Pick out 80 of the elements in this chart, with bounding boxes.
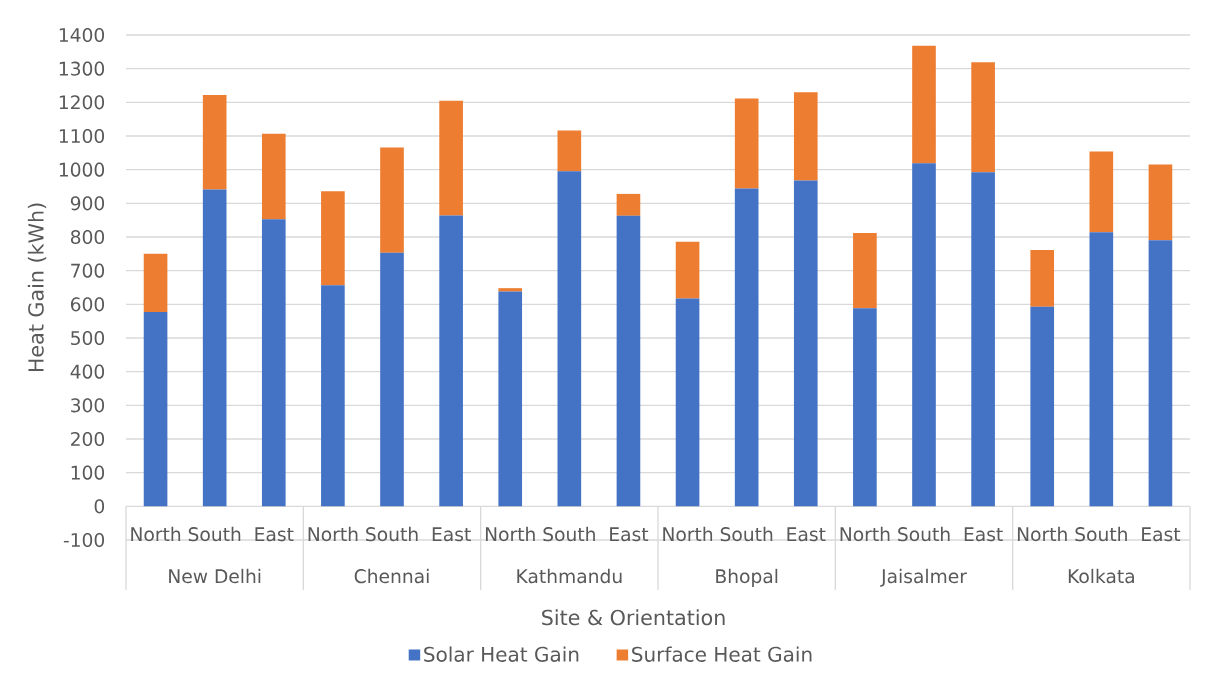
- text: Kolkata: [1068, 568, 1134, 584]
- bar: [793, 92, 818, 181]
- legend-label: Solar Heat Gain: [424, 646, 579, 662]
- bar: [498, 288, 523, 292]
- y-tick-label: 0: [94, 499, 105, 514]
- y-tick-label: 1200: [59, 95, 105, 110]
- y-tick-label: 1300: [59, 61, 105, 76]
- y-tick-label: 300: [71, 398, 105, 413]
- bar: [143, 312, 168, 507]
- x-tick-label: East: [964, 527, 1003, 542]
- bar: [439, 100, 463, 216]
- bar: [793, 180, 818, 507]
- bar: [1089, 232, 1114, 507]
- bar: [202, 94, 227, 190]
- bar: [557, 130, 582, 172]
- x-tick-label: North: [485, 526, 535, 542]
- text: Chennai: [354, 568, 429, 584]
- y-tick-label: 1100: [59, 128, 105, 144]
- x-tick-label: South: [188, 526, 241, 542]
- bar: [912, 45, 936, 164]
- y-tick-label: 200: [71, 431, 105, 447]
- y-tick-label: 800: [70, 229, 105, 245]
- x-tick-label: North: [663, 526, 713, 542]
- bar: [1148, 164, 1173, 241]
- bar: [321, 191, 345, 286]
- x-tick-label: North: [840, 526, 890, 542]
- bar: [1089, 151, 1114, 233]
- y-tick-label: -100: [63, 532, 105, 548]
- x-tick-label: South: [898, 526, 950, 542]
- bar: [616, 215, 641, 507]
- x-tick-label: South: [543, 526, 595, 542]
- bar: [734, 98, 759, 189]
- bar: [1030, 250, 1055, 307]
- x-tick-label: East: [255, 527, 294, 542]
- y-tick-label: 100: [71, 465, 105, 480]
- bar: [439, 215, 463, 507]
- bar: [971, 62, 995, 173]
- x-tick-label: North: [1017, 526, 1067, 542]
- bar: [675, 298, 700, 507]
- x-tick-label: East: [787, 527, 826, 542]
- bar: [1148, 240, 1173, 507]
- y-axis-title: Heat Gain (kWh): [27, 203, 47, 372]
- bar: [261, 133, 286, 220]
- y-tick-label: 500: [71, 330, 105, 346]
- x-axis-title: Site & Orientation: [542, 609, 725, 626]
- x-tick-label: North: [131, 526, 181, 542]
- bar: [261, 219, 286, 507]
- x-tick-label: South: [366, 526, 418, 542]
- text: New Delhi: [169, 568, 261, 584]
- bar: [853, 308, 877, 507]
- y-tick-label: 400: [70, 364, 105, 379]
- y-tick-label: 700: [71, 263, 105, 278]
- x-tick-label: South: [720, 526, 773, 542]
- y-tick-label: 900: [70, 196, 105, 211]
- text: Kathmandu: [517, 568, 622, 584]
- bar: [616, 193, 641, 216]
- bar: [912, 163, 936, 507]
- bar: [380, 252, 404, 507]
- legend-label: Surface Heat Gain: [632, 646, 812, 662]
- bar: [853, 232, 877, 309]
- y-tick-label: 1400: [59, 27, 105, 43]
- text: Jaisalmer: [880, 568, 967, 587]
- bar: [202, 189, 227, 507]
- bar: [557, 171, 582, 507]
- bar: [1030, 306, 1055, 507]
- bar: [380, 147, 404, 253]
- bar: [971, 172, 995, 507]
- text: Bhopal: [716, 568, 778, 587]
- bar: [321, 285, 345, 507]
- bar: [675, 241, 700, 299]
- y-tick-label: 600: [70, 297, 105, 312]
- bar: [498, 291, 523, 507]
- x-tick-label: South: [1075, 526, 1127, 542]
- bar: [734, 188, 759, 507]
- y-tick-label: 1000: [59, 162, 105, 177]
- x-tick-label: North: [308, 526, 358, 542]
- bar: [143, 253, 168, 313]
- x-tick-label: East: [1142, 527, 1181, 542]
- x-tick-label: East: [610, 527, 649, 542]
- x-tick-label: East: [432, 527, 471, 542]
